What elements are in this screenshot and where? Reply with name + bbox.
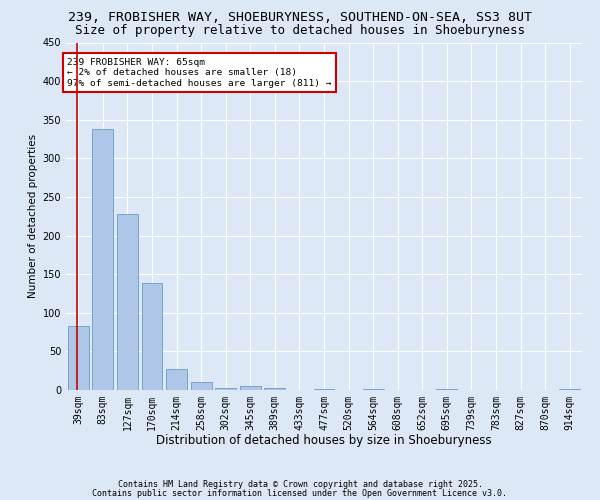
X-axis label: Distribution of detached houses by size in Shoeburyness: Distribution of detached houses by size … [156, 434, 492, 448]
Bar [559, 389, 580, 390]
Bar [117, 214, 138, 390]
Bar [92, 129, 113, 390]
Bar [68, 326, 89, 390]
Text: 239 FROBISHER WAY: 65sqm
← 2% of detached houses are smaller (18)
97% of semi-de: 239 FROBISHER WAY: 65sqm ← 2% of detache… [67, 58, 332, 88]
Bar [240, 386, 261, 390]
Bar [215, 388, 236, 390]
Bar [314, 389, 334, 390]
Text: Size of property relative to detached houses in Shoeburyness: Size of property relative to detached ho… [75, 24, 525, 37]
Text: 239, FROBISHER WAY, SHOEBURYNESS, SOUTHEND-ON-SEA, SS3 8UT: 239, FROBISHER WAY, SHOEBURYNESS, SOUTHE… [68, 11, 532, 24]
Y-axis label: Number of detached properties: Number of detached properties [28, 134, 38, 298]
Text: Contains public sector information licensed under the Open Government Licence v3: Contains public sector information licen… [92, 490, 508, 498]
Bar [142, 284, 163, 390]
Bar [362, 389, 383, 390]
Bar [191, 382, 212, 390]
Bar [166, 369, 187, 390]
Text: Contains HM Land Registry data © Crown copyright and database right 2025.: Contains HM Land Registry data © Crown c… [118, 480, 482, 489]
Bar [436, 389, 457, 390]
Bar [265, 388, 286, 390]
